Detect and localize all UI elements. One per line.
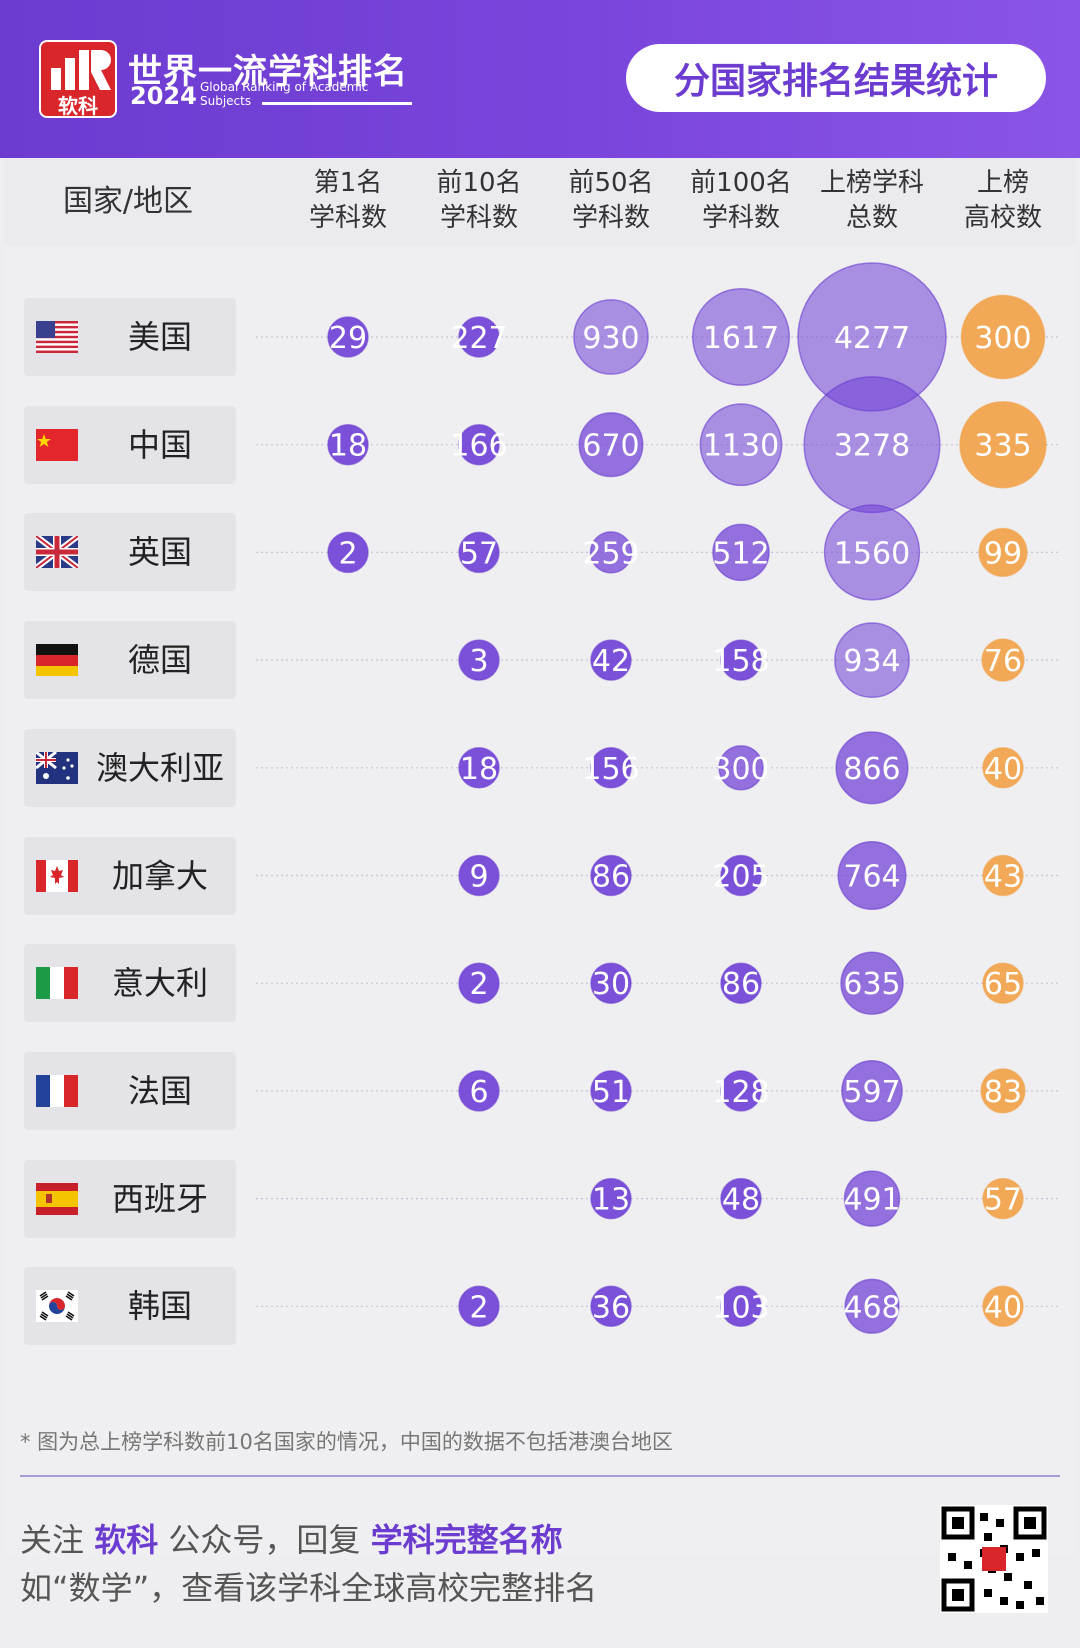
country-name: 法国	[127, 1071, 192, 1110]
account-name: 软科	[94, 1521, 159, 1559]
us-flag-icon	[36, 321, 78, 353]
fr-flag-icon	[36, 1074, 78, 1107]
ranking-subtitle: Global Ranking of Academic Subjects	[200, 80, 369, 108]
au-flag-icon	[35, 750, 78, 784]
header-col-line2: 高校数	[963, 203, 1042, 233]
es-flag-icon	[36, 1182, 78, 1215]
header-country-label: 国家/地区	[62, 184, 194, 219]
country-name: 意大利	[111, 964, 208, 1003]
header-col-line1: 第1名	[313, 168, 383, 198]
header-country: 国家/地区	[38, 180, 218, 224]
header-banner: 软科 世界一流学科排名 2024 Global Ranking of Acade…	[0, 0, 1080, 158]
country-name: 英国	[127, 533, 192, 572]
gb-flag-icon	[34, 534, 80, 571]
de-flag-icon	[36, 644, 78, 677]
header-col-line2: 学科数	[308, 203, 387, 233]
header-col-line2: 总数	[845, 203, 898, 233]
follow-text-1: 关注	[20, 1521, 95, 1559]
divider	[20, 1475, 1060, 1477]
footnote: * 图为总上榜学科数前10名国家的情况，中国的数据不包括港澳台地区	[20, 1430, 673, 1454]
country-name: 韩国	[127, 1287, 192, 1326]
follow-instruction: 如“数学”，查看该学科全球高校完整排名	[20, 1569, 598, 1607]
header-col-4: 前100名学科数	[671, 166, 811, 236]
country-name: 加拿大	[111, 856, 208, 895]
country-name: 德国	[127, 641, 192, 680]
shanghairanking-logo: 软科	[39, 40, 117, 118]
header-col-6: 上榜 高校数	[933, 166, 1073, 236]
follow-text-2: 公众号，回复	[158, 1521, 371, 1559]
follow-prompt: 关注 软科 公众号，回复 学科完整名称	[20, 1515, 563, 1561]
header-col-line1: 上榜	[976, 168, 1029, 198]
header-col-5: 上榜学科 总数	[802, 166, 942, 236]
country-name: 澳大利亚	[95, 748, 224, 787]
header-col-1: 第1名学科数	[278, 166, 418, 236]
header-col-line1: 前100名	[690, 168, 792, 198]
cn-flag-icon	[36, 428, 78, 461]
ca-flag-icon	[36, 859, 78, 892]
header-col-line1: 上榜学科	[819, 168, 924, 198]
qr-code-icon[interactable]	[940, 1505, 1048, 1613]
header-col-line1: 前10名	[436, 168, 522, 198]
header-col-2: 前10名学科数	[409, 166, 549, 236]
ranking-title: 世界一流学科排名	[128, 52, 408, 92]
logo-bars-icon	[51, 50, 111, 90]
ranking-year: 2024	[130, 82, 197, 110]
header-col-3: 前50名学科数	[541, 166, 681, 236]
table-header	[4, 158, 1076, 246]
header-col-line2: 学科数	[571, 203, 650, 233]
header-col-line2: 学科数	[439, 203, 518, 233]
country-name: 中国	[127, 425, 192, 464]
title-underline	[262, 102, 412, 105]
kr-flag-icon	[36, 1290, 78, 1323]
reply-keyword: 学科完整名称	[370, 1521, 563, 1559]
header-col-line1: 前50名	[568, 168, 654, 198]
it-flag-icon	[36, 967, 78, 1000]
logo-text: 软科	[58, 94, 98, 118]
page-badge: 分国家排名结果统计	[626, 44, 1046, 112]
country-name: 美国	[127, 318, 192, 356]
country-name: 西班牙	[111, 1179, 208, 1218]
header-col-line2: 学科数	[701, 203, 780, 233]
